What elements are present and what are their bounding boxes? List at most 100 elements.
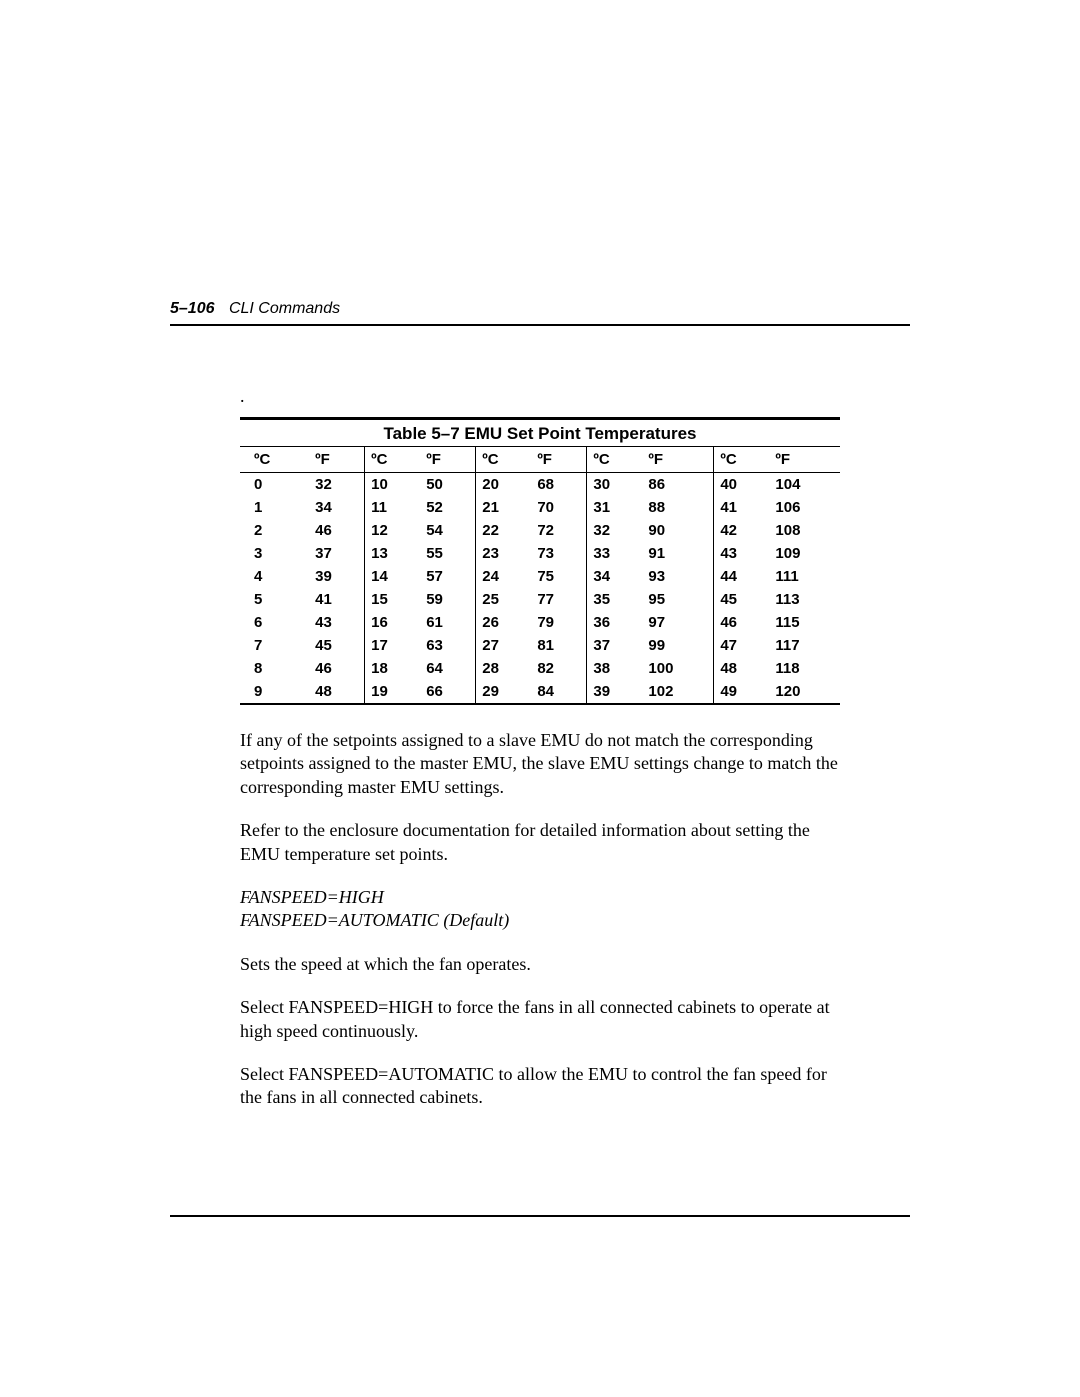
table-cell: 13 bbox=[365, 542, 421, 565]
table-cell: 64 bbox=[420, 657, 476, 680]
table-row: 948196629843910249120 bbox=[240, 680, 840, 703]
continuation-dot: . bbox=[240, 386, 840, 407]
table-cell: 43 bbox=[714, 542, 770, 565]
table-cell: 46 bbox=[309, 657, 365, 680]
table-cell: 93 bbox=[642, 565, 713, 588]
table-row: 74517632781379947117 bbox=[240, 634, 840, 657]
table-row: 64316612679369746115 bbox=[240, 611, 840, 634]
table-cell: 44 bbox=[714, 565, 770, 588]
table-cell: 18 bbox=[365, 657, 421, 680]
table-cell: 90 bbox=[642, 519, 713, 542]
page-number: 5–106 bbox=[170, 300, 215, 317]
col-header: ºC bbox=[714, 447, 770, 473]
temperature-table-container: Table 5–7 EMU Set Point Temperatures ºC … bbox=[240, 417, 840, 705]
table-cell: 25 bbox=[476, 588, 532, 611]
table-cell: 111 bbox=[769, 565, 840, 588]
paragraph: Refer to the enclosure documentation for… bbox=[240, 819, 840, 866]
table-cell: 120 bbox=[769, 680, 840, 703]
table-cell: 59 bbox=[420, 588, 476, 611]
option-line: FANSPEED=HIGH bbox=[240, 886, 840, 909]
table-cell: 39 bbox=[309, 565, 365, 588]
table-cell: 45 bbox=[714, 588, 770, 611]
footer-rule bbox=[170, 1215, 910, 1217]
table-cell: 34 bbox=[587, 565, 643, 588]
table-cell: 21 bbox=[476, 496, 532, 519]
table-cell: 104 bbox=[769, 473, 840, 497]
col-header: ºC bbox=[587, 447, 643, 473]
table-cell: 46 bbox=[309, 519, 365, 542]
table-cell: 10 bbox=[365, 473, 421, 497]
table-cell: 33 bbox=[587, 542, 643, 565]
table-cell: 72 bbox=[531, 519, 587, 542]
table-cell: 12 bbox=[365, 519, 421, 542]
table-cell: 68 bbox=[531, 473, 587, 497]
table-cell: 2 bbox=[240, 519, 309, 542]
table-cell: 55 bbox=[420, 542, 476, 565]
table-cell: 88 bbox=[642, 496, 713, 519]
table-cell: 37 bbox=[587, 634, 643, 657]
table-cell: 34 bbox=[309, 496, 365, 519]
table-cell: 9 bbox=[240, 680, 309, 703]
table-cell: 75 bbox=[531, 565, 587, 588]
table-cell: 24 bbox=[476, 565, 532, 588]
table-cell: 79 bbox=[531, 611, 587, 634]
table-cell: 102 bbox=[642, 680, 713, 703]
table-cell: 0 bbox=[240, 473, 309, 497]
table-cell: 108 bbox=[769, 519, 840, 542]
table-cell: 84 bbox=[531, 680, 587, 703]
table-cell: 52 bbox=[420, 496, 476, 519]
col-header: ºC bbox=[365, 447, 421, 473]
table-cell: 109 bbox=[769, 542, 840, 565]
table-body: 0321050206830864010413411522170318841106… bbox=[240, 473, 840, 704]
table-cell: 50 bbox=[420, 473, 476, 497]
table-cell: 49 bbox=[714, 680, 770, 703]
col-header: ºF bbox=[531, 447, 587, 473]
table-cell: 28 bbox=[476, 657, 532, 680]
table-cell: 27 bbox=[476, 634, 532, 657]
table-row: 846186428823810048118 bbox=[240, 657, 840, 680]
table-cell: 19 bbox=[365, 680, 421, 703]
table-cell: 30 bbox=[587, 473, 643, 497]
table-row: 33713552373339143109 bbox=[240, 542, 840, 565]
table-cell: 81 bbox=[531, 634, 587, 657]
table-cell: 32 bbox=[309, 473, 365, 497]
table-cell: 48 bbox=[714, 657, 770, 680]
table-cell: 66 bbox=[420, 680, 476, 703]
table-cell: 45 bbox=[309, 634, 365, 657]
table-cell: 57 bbox=[420, 565, 476, 588]
paragraph: Select FANSPEED=HIGH to force the fans i… bbox=[240, 996, 840, 1043]
table-cell: 36 bbox=[587, 611, 643, 634]
table-cell: 29 bbox=[476, 680, 532, 703]
col-header: ºF bbox=[420, 447, 476, 473]
table-cell: 91 bbox=[642, 542, 713, 565]
table-cell: 47 bbox=[714, 634, 770, 657]
table-cell: 31 bbox=[587, 496, 643, 519]
table-cell: 37 bbox=[309, 542, 365, 565]
col-header: ºC bbox=[476, 447, 532, 473]
table-cell: 115 bbox=[769, 611, 840, 634]
table-cell: 82 bbox=[531, 657, 587, 680]
col-header: ºF bbox=[769, 447, 840, 473]
col-header: ºC bbox=[240, 447, 309, 473]
table-cell: 14 bbox=[365, 565, 421, 588]
running-header: 5–106 CLI Commands bbox=[170, 300, 910, 326]
table-cell: 113 bbox=[769, 588, 840, 611]
table-cell: 3 bbox=[240, 542, 309, 565]
table-cell: 6 bbox=[240, 611, 309, 634]
table-cell: 5 bbox=[240, 588, 309, 611]
table-cell: 8 bbox=[240, 657, 309, 680]
table-title: Table 5–7 EMU Set Point Temperatures bbox=[240, 420, 840, 446]
table-cell: 54 bbox=[420, 519, 476, 542]
table-cell: 40 bbox=[714, 473, 770, 497]
table-cell: 41 bbox=[309, 588, 365, 611]
table-cell: 39 bbox=[587, 680, 643, 703]
table-cell: 77 bbox=[531, 588, 587, 611]
table-cell: 106 bbox=[769, 496, 840, 519]
table-cell: 61 bbox=[420, 611, 476, 634]
section-title: CLI Commands bbox=[229, 300, 340, 317]
table-cell: 20 bbox=[476, 473, 532, 497]
table-cell: 46 bbox=[714, 611, 770, 634]
table-cell: 35 bbox=[587, 588, 643, 611]
table-cell: 11 bbox=[365, 496, 421, 519]
table-cell: 22 bbox=[476, 519, 532, 542]
